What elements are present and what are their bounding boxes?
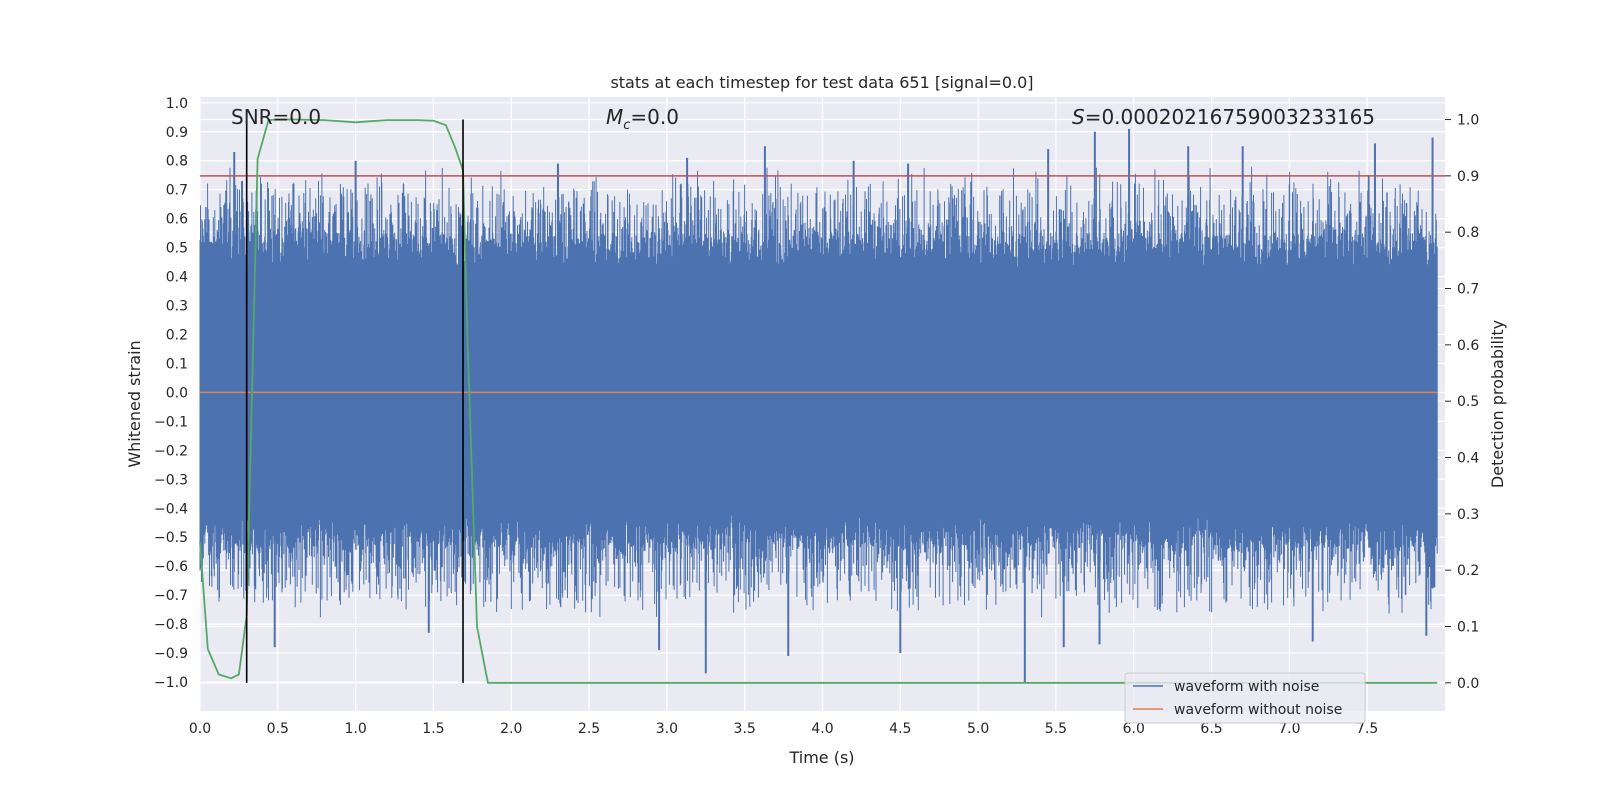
y-right-tick-label: 0.5 [1457, 394, 1479, 410]
y-tick-label: −0.1 [154, 414, 188, 430]
y-tick-label: 0.8 [166, 154, 188, 170]
y-tick-label: −0.9 [154, 646, 188, 662]
y-tick-label: −0.7 [154, 588, 188, 604]
y-right-tick-label: 0.3 [1457, 507, 1479, 523]
y-right-tick-label: 0.6 [1457, 338, 1479, 354]
y-right-tick-label: 0.1 [1457, 620, 1479, 636]
y-tick-label: −0.8 [154, 617, 188, 633]
x-tick-label: 6.5 [1200, 721, 1222, 737]
y-tick-label: −0.5 [154, 530, 188, 546]
noise-waveform-line [199, 166, 1438, 618]
x-tick-label: 4.0 [811, 721, 833, 737]
x-tick-label: 3.5 [734, 721, 756, 737]
y-tick-label: 0.0 [166, 385, 188, 401]
statistic-annotation: S=0.00020216759003233165 [1072, 105, 1375, 129]
y-tick-label: 0.5 [166, 241, 188, 257]
y-right-tick-label: 0.9 [1457, 169, 1479, 185]
y-tick-label: −0.3 [154, 472, 188, 488]
y-tick-label: 1.0 [166, 96, 188, 112]
legend: waveform with noise waveform without noi… [1124, 672, 1366, 724]
y-tick-label: 0.3 [166, 299, 188, 315]
overlay-lines [199, 118, 1445, 684]
legend-label-noise: waveform with noise [1174, 679, 1319, 695]
y-right-tick-label: 0.2 [1457, 563, 1479, 579]
x-axis-label: Time (s) [788, 748, 854, 767]
y-axis-right-label: Detection probability [1488, 320, 1507, 488]
x-tick-label: 5.5 [1045, 721, 1067, 737]
y-tick-label: 0.7 [166, 183, 188, 199]
x-tick-label: 1.0 [344, 721, 366, 737]
legend-label-clean: waveform without noise [1174, 702, 1342, 718]
y-right-tick-label: 0.0 [1457, 676, 1479, 692]
x-tick-label: 7.5 [1356, 721, 1378, 737]
axis-ticks: 0.0 0.5 1.0 1.5 2.0 2.5 3.0 3.5 4.0 4.5 5.0 5.5 6.0 6… [154, 96, 1479, 737]
y-right-tick-label: 0.7 [1457, 282, 1479, 298]
y-tick-label: 0.4 [166, 270, 188, 286]
y-tick-label: −1.0 [154, 675, 188, 691]
y-right-tick-label: 0.8 [1457, 225, 1479, 241]
x-tick-label: 1.5 [422, 721, 444, 737]
y-tick-label: 0.2 [166, 327, 188, 343]
y-tick-label: 0.1 [166, 356, 188, 372]
x-tick-label: 7.0 [1278, 721, 1300, 737]
y-tick-label: −0.2 [154, 443, 188, 459]
legend-box [1124, 672, 1366, 724]
y-tick-label: 0.9 [166, 125, 188, 141]
y-right-tick-label: 1.0 [1457, 113, 1479, 129]
y-right-tick-label: 0.4 [1457, 451, 1479, 467]
chirp-mass-annotation: Mc=0.0 [606, 105, 679, 133]
x-tick-label: 2.0 [500, 721, 522, 737]
x-tick-label: 6.0 [1123, 721, 1145, 737]
x-tick-label: 0.0 [189, 721, 211, 737]
snr-annotation: SNR=0.0 [231, 105, 321, 129]
detection-probability-line [199, 118, 1438, 684]
y-tick-label: −0.6 [154, 559, 188, 575]
x-tick-label: 0.5 [267, 721, 289, 737]
x-tick-label: 5.0 [967, 721, 989, 737]
x-tick-label: 3.0 [656, 721, 678, 737]
x-tick-label: 4.5 [889, 721, 911, 737]
x-tick-label: 2.5 [578, 721, 600, 737]
y-tick-label: −0.4 [154, 501, 188, 517]
y-axis-label: Whitened strain [125, 340, 144, 467]
chart-title: stats at each timestep for test data 651… [610, 73, 1033, 92]
y-tick-label: 0.6 [166, 212, 188, 228]
